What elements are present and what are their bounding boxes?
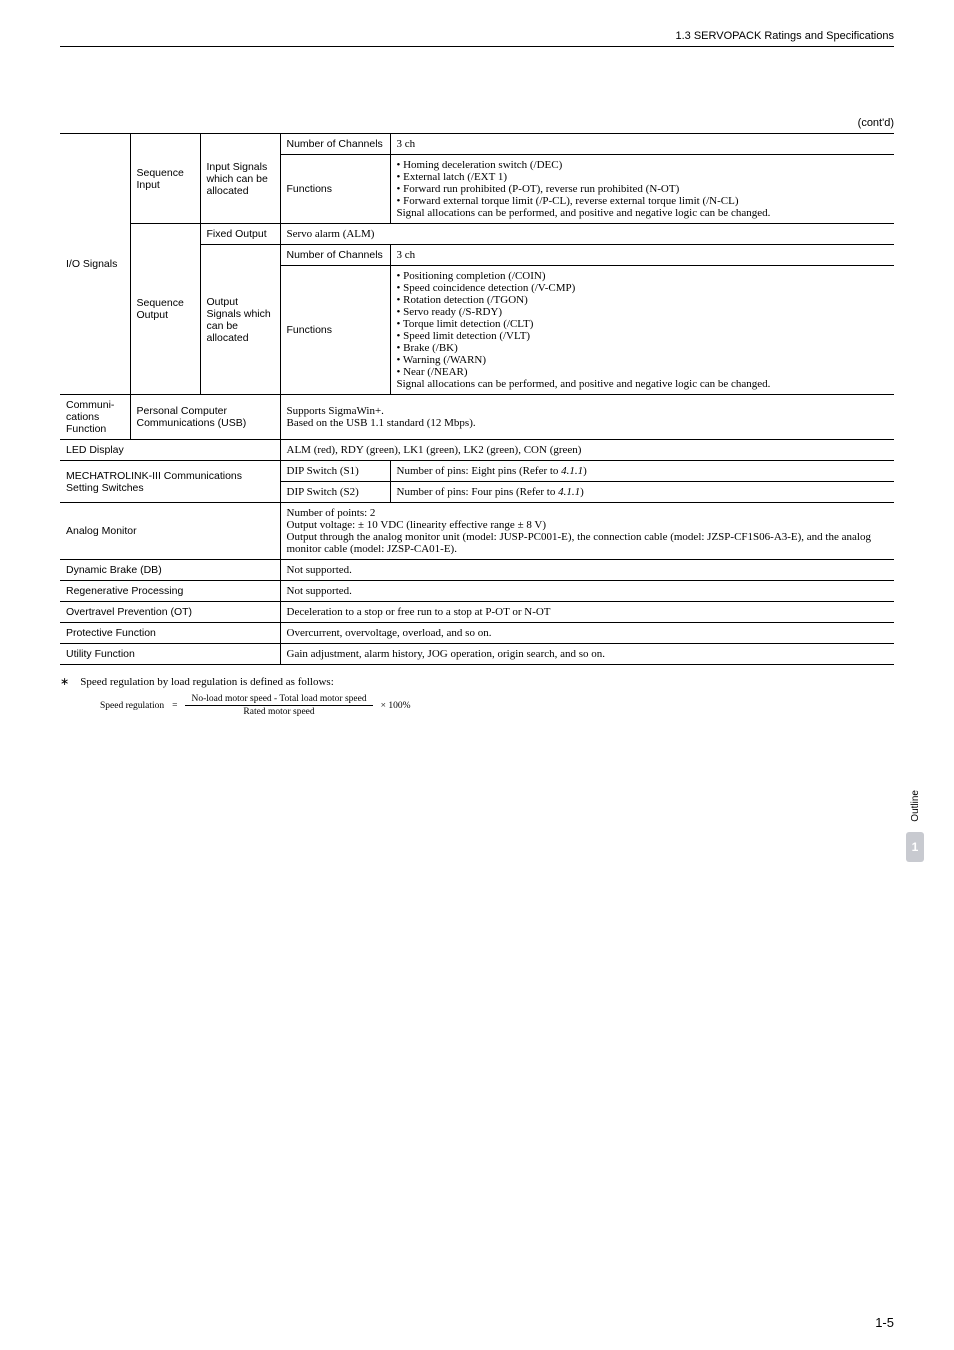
speed-regulation-formula: Speed regulation = No-load motor speed -…	[100, 694, 894, 717]
formula-rhs: × 100%	[381, 701, 411, 711]
list-item: Servo ready (/S-RDY)	[397, 306, 889, 318]
dip-s2-value: Number of pins: Four pins (Refer to 4.1.…	[390, 482, 894, 503]
io-signals-label: I/O Signals	[60, 134, 130, 395]
led-display-label: LED Display	[60, 440, 280, 461]
overtravel-label: Overtravel Prevention (OT)	[60, 602, 280, 623]
list-item: Near (/NEAR)	[397, 366, 889, 378]
formula-lhs: Speed regulation	[100, 701, 164, 711]
chapter-tab: 1	[906, 832, 924, 862]
dynamic-brake-label: Dynamic Brake (DB)	[60, 560, 280, 581]
seq-output-channels-value: 3 ch	[390, 245, 894, 266]
seq-input-label: Sequence Input	[130, 134, 200, 224]
list-item: Rotation detection (/TGON)	[397, 294, 889, 306]
seq-input-signals-label: Input Signals which can be allocated	[200, 134, 280, 224]
mechatrolink-label: MECHATROLINK-III Communications Setting …	[60, 461, 280, 503]
overtravel-value: Deceleration to a stop or free run to a …	[280, 602, 894, 623]
dip-s1-prefix: Number of pins: Eight pins (Refer to	[397, 465, 562, 477]
dip-s2-label: DIP Switch (S2)	[280, 482, 390, 503]
footnote-asterisk: ∗	[60, 676, 69, 688]
seq-input-functions-label: Functions	[280, 155, 390, 224]
dip-s2-ref: 4.1.1	[558, 486, 580, 498]
analog-monitor-value: Number of points: 2 Output voltage: ± 10…	[280, 503, 894, 560]
spec-table: I/O Signals Sequence Input Input Signals…	[60, 133, 894, 665]
seq-input-channels-label: Number of Channels	[280, 134, 390, 155]
comm-pc-label: Personal Computer Communications (USB)	[130, 395, 280, 440]
utility-label: Utility Function	[60, 644, 280, 665]
dip-s1-suffix: )	[583, 465, 587, 477]
list-item: Speed coincidence detection (/V-CMP)	[397, 282, 889, 294]
header-section-title: 1.3 SERVOPACK Ratings and Specifications	[60, 30, 894, 42]
list-item: Brake (/BK)	[397, 342, 889, 354]
seq-output-functions-label: Functions	[280, 266, 390, 395]
seq-input-functions-value: Homing deceleration switch (/DEC) Extern…	[390, 155, 894, 224]
dip-s2-suffix: )	[580, 486, 584, 498]
dip-s1-label: DIP Switch (S1)	[280, 461, 390, 482]
list-item: Homing deceleration switch (/DEC)	[397, 159, 889, 171]
protective-label: Protective Function	[60, 623, 280, 644]
list-item: External latch (/EXT 1)	[397, 171, 889, 183]
dynamic-brake-value: Not supported.	[280, 560, 894, 581]
dip-s2-prefix: Number of pins: Four pins (Refer to	[397, 486, 559, 498]
side-tab: Outline 1	[906, 790, 924, 862]
page-number: 1-5	[875, 1315, 894, 1330]
analog-monitor-label: Analog Monitor	[60, 503, 280, 560]
seq-input-functions-list: Homing deceleration switch (/DEC) Extern…	[397, 159, 889, 207]
dip-s1-value: Number of pins: Eight pins (Refer to 4.1…	[390, 461, 894, 482]
seq-output-channels-label: Number of Channels	[280, 245, 390, 266]
fixed-output-value: Servo alarm (ALM)	[280, 224, 894, 245]
list-item: Torque limit detection (/CLT)	[397, 318, 889, 330]
led-display-value: ALM (red), RDY (green), LK1 (green), LK2…	[280, 440, 894, 461]
comm-pc-value: Supports SigmaWin+. Based on the USB 1.1…	[280, 395, 894, 440]
regenerative-label: Regenerative Processing	[60, 581, 280, 602]
continued-label: (cont'd)	[60, 117, 894, 129]
header-divider	[60, 46, 894, 47]
comm-function-label: Communi-cations Function	[60, 395, 130, 440]
seq-input-channels-value: 3 ch	[390, 134, 894, 155]
side-outline-label: Outline	[910, 790, 921, 822]
formula-denominator: Rated motor speed	[185, 706, 372, 717]
footnote: ∗ Speed regulation by load regulation is…	[60, 675, 894, 688]
list-item: Forward run prohibited (P-OT), reverse r…	[397, 183, 889, 195]
formula-eq: =	[172, 701, 177, 711]
list-item: Warning (/WARN)	[397, 354, 889, 366]
seq-output-functions-tail: Signal allocations can be performed, and…	[397, 378, 771, 390]
seq-output-label: Sequence Output	[130, 224, 200, 395]
list-item: Forward external torque limit (/P-CL), r…	[397, 195, 889, 207]
list-item: Positioning completion (/COIN)	[397, 270, 889, 282]
regenerative-value: Not supported.	[280, 581, 894, 602]
protective-value: Overcurrent, overvoltage, overload, and …	[280, 623, 894, 644]
utility-value: Gain adjustment, alarm history, JOG oper…	[280, 644, 894, 665]
list-item: Speed limit detection (/VLT)	[397, 330, 889, 342]
seq-output-signals-label: Output Signals which can be allocated	[200, 245, 280, 395]
seq-output-functions-value: Positioning completion (/COIN) Speed coi…	[390, 266, 894, 395]
formula-numerator: No-load motor speed - Total load motor s…	[185, 694, 372, 706]
dip-s1-ref: 4.1.1	[561, 465, 583, 477]
seq-output-functions-list: Positioning completion (/COIN) Speed coi…	[397, 270, 889, 378]
footnote-text: Speed regulation by load regulation is d…	[80, 676, 334, 688]
seq-input-functions-tail: Signal allocations can be performed, and…	[397, 207, 771, 219]
formula-fraction: No-load motor speed - Total load motor s…	[185, 694, 372, 717]
fixed-output-label: Fixed Output	[200, 224, 280, 245]
